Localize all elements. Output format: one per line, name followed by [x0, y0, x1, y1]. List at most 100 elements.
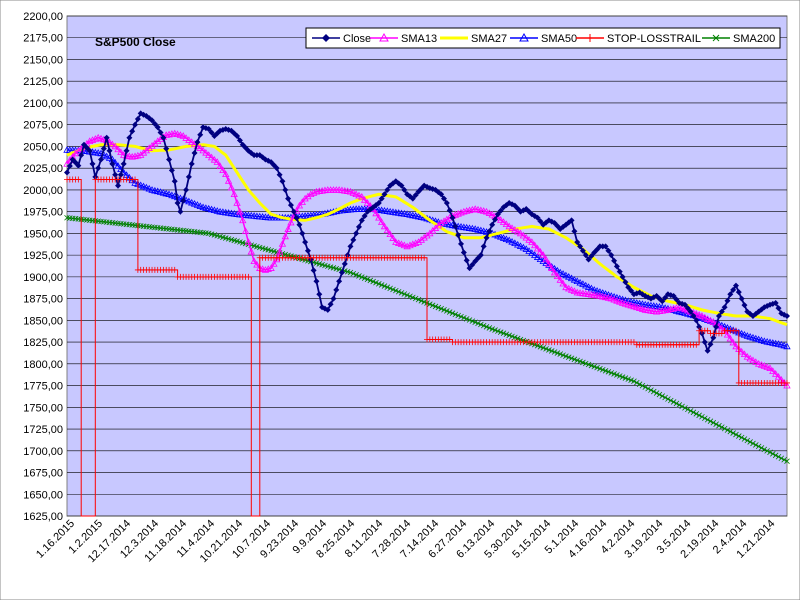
data-point-close — [134, 116, 141, 123]
data-point-sma200 — [486, 325, 493, 331]
data-point-sma200 — [639, 382, 646, 389]
data-point-sma200 — [350, 270, 357, 277]
data-point-sma13 — [528, 238, 536, 245]
y-axis: 1625,00 1650,00 1675,00 1700,00 1725,00 1750,… — [23, 11, 63, 523]
data-point-sma13 — [375, 213, 383, 221]
data-point-sma50 — [103, 152, 111, 160]
data-point-close — [75, 162, 82, 169]
data-point-close — [350, 236, 357, 243]
data-point-sma13 — [562, 283, 570, 291]
data-point-close — [608, 252, 615, 259]
data-point-sma200 — [685, 406, 691, 413]
data-point-close — [324, 306, 331, 313]
data-point-sma200 — [458, 313, 464, 320]
data-point-close — [449, 214, 456, 221]
data-point-sma13 — [570, 287, 579, 295]
data-point-sma13 — [774, 373, 783, 380]
data-point-close — [696, 323, 703, 330]
y-tick-label: 1875,00 — [23, 294, 63, 306]
data-point-sma200 — [764, 448, 770, 454]
data-point-sma200 — [446, 309, 453, 315]
data-point-sma13 — [752, 358, 760, 365]
data-point-sma13 — [536, 248, 545, 255]
data-point-sma13 — [307, 190, 315, 198]
data-point-sma200 — [659, 393, 666, 399]
data-point-sma13 — [261, 266, 270, 273]
data-point-sma200 — [744, 437, 751, 444]
data-point-sma50 — [193, 201, 202, 208]
data-point-sma50 — [567, 274, 576, 282]
data-point-close — [66, 163, 73, 169]
data-point-sma200 — [472, 319, 478, 326]
data-point-sma13 — [460, 207, 468, 215]
data-point-sma200 — [461, 314, 467, 321]
data-point-sma200 — [741, 436, 748, 442]
data-point-close — [154, 124, 161, 131]
data-point-sma13 — [383, 226, 391, 234]
data-point-close — [724, 297, 731, 304]
data-point-sma200 — [738, 434, 745, 441]
data-point-close — [197, 131, 204, 138]
data-point-close — [290, 208, 297, 215]
data-point-sma13 — [519, 231, 528, 239]
data-point-close — [115, 182, 122, 189]
data-point-close — [95, 165, 102, 172]
data-point-sma50 — [533, 253, 542, 260]
data-point-sma50 — [128, 176, 136, 184]
data-point-sma13 — [457, 208, 465, 216]
data-point-close — [188, 160, 195, 167]
data-point-sma13 — [88, 136, 97, 143]
data-point-sma200 — [673, 400, 680, 407]
data-point-close — [713, 323, 720, 330]
data-point-sma200 — [364, 276, 371, 283]
data-point-sma200 — [469, 318, 476, 324]
data-point-close — [129, 128, 136, 135]
data-point-close — [574, 239, 581, 246]
data-point-sma13 — [514, 227, 522, 235]
data-point-sma13 — [437, 219, 445, 226]
data-point-sma200 — [455, 312, 461, 319]
data-point-close — [174, 199, 181, 206]
data-point-sma13 — [553, 272, 562, 280]
data-point-close — [166, 156, 173, 163]
data-point-close — [384, 186, 391, 193]
data-point-sma13 — [525, 236, 533, 243]
data-point-close — [438, 191, 445, 198]
data-point-sma50 — [582, 281, 590, 289]
legend-marker — [519, 32, 529, 42]
data-point-sma13 — [284, 225, 292, 232]
data-point-sma200 — [435, 304, 442, 311]
data-point-sma13 — [386, 230, 394, 238]
data-point-sma200 — [656, 391, 663, 398]
y-tick-label: 1925,00 — [23, 250, 63, 262]
data-point-close — [279, 178, 286, 185]
data-point-sma50 — [783, 342, 791, 350]
data-point-sma13 — [360, 196, 369, 203]
data-point-close — [477, 252, 484, 259]
data-point-sma13 — [346, 187, 355, 195]
y-tick-label: 1800,00 — [23, 359, 63, 371]
data-point-sma13 — [111, 142, 119, 150]
data-point-close — [443, 199, 450, 206]
data-point-close — [715, 313, 722, 319]
data-point-sma13 — [508, 224, 516, 231]
data-point-sma13 — [465, 206, 474, 214]
data-point-close — [341, 260, 348, 267]
data-point-sma13 — [128, 153, 136, 160]
data-point-sma200 — [750, 440, 756, 447]
data-point-close — [452, 223, 459, 230]
data-point-close — [611, 257, 618, 264]
y-tick-label: 1775,00 — [23, 381, 63, 393]
data-point-sma13 — [355, 191, 363, 199]
data-point-stop-losstrail — [718, 330, 725, 337]
data-point-sma200 — [636, 381, 643, 387]
y-tick-label: 2000,00 — [23, 185, 63, 197]
data-point-sma13 — [440, 217, 448, 225]
data-point-sma200 — [401, 291, 408, 297]
data-point-close — [772, 299, 779, 306]
data-point-sma13 — [451, 211, 460, 218]
data-point-close — [619, 273, 626, 280]
data-point-stop-losstrail — [784, 379, 790, 386]
data-point-close — [401, 186, 408, 193]
data-point-sma13 — [295, 201, 304, 209]
